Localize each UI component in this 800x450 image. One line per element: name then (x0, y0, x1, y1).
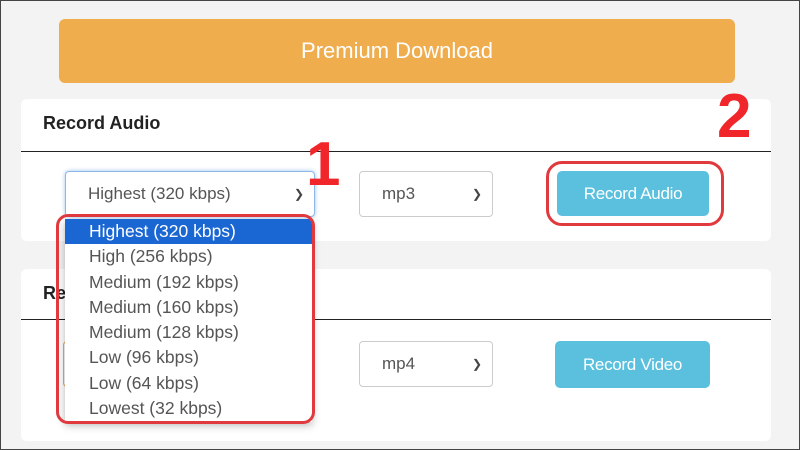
record-audio-title: Record Audio (43, 113, 161, 133)
annotation-number-1: 1 (306, 130, 341, 199)
annotation-highlight-dropdown (56, 214, 315, 424)
record-audio-button[interactable]: Record Audio (557, 171, 709, 216)
dropdown-option[interactable]: Low (96 kbps) (89, 347, 199, 368)
video-format-value: mp4 (382, 354, 416, 373)
dropdown-option[interactable]: Lowest (32 kbps) (89, 398, 223, 419)
audio-quality-value: Highest (320 kbps) (88, 184, 231, 203)
dropdown-option[interactable]: Low (64 kbps) (89, 372, 199, 393)
chevron-down-icon: ❯ (471, 187, 482, 201)
audio-format-value: mp3 (382, 184, 416, 203)
chevron-down-icon: ❯ (293, 187, 304, 201)
dropdown-option[interactable]: Medium (128 kbps) (89, 322, 239, 343)
dropdown-option[interactable]: High (256 kbps) (89, 246, 213, 267)
divider (21, 319, 771, 320)
dropdown-option[interactable]: Highest (320 kbps) (65, 219, 312, 245)
audio-format-select[interactable]: mp3 ❯ (359, 171, 493, 217)
audio-quality-select[interactable]: Highest (320 kbps) ❯ (65, 171, 315, 217)
annotation-highlight-button (546, 161, 724, 226)
dropdown-option[interactable]: Medium (160 kbps) (89, 296, 239, 317)
divider (21, 151, 771, 152)
dropdown-option[interactable]: Medium (192 kbps) (89, 271, 239, 292)
annotation-number-2: 2 (717, 82, 752, 151)
record-audio-card: Record Audio (21, 99, 771, 241)
record-video-button[interactable]: Record Video (555, 341, 710, 388)
video-format-select[interactable]: mp4 ❯ (359, 341, 493, 387)
chevron-down-icon: ❯ (471, 357, 482, 371)
premium-download-button[interactable]: Premium Download (59, 19, 735, 83)
audio-quality-dropdown[interactable]: Highest (320 kbps) High (256 kbps) Mediu… (65, 219, 312, 422)
